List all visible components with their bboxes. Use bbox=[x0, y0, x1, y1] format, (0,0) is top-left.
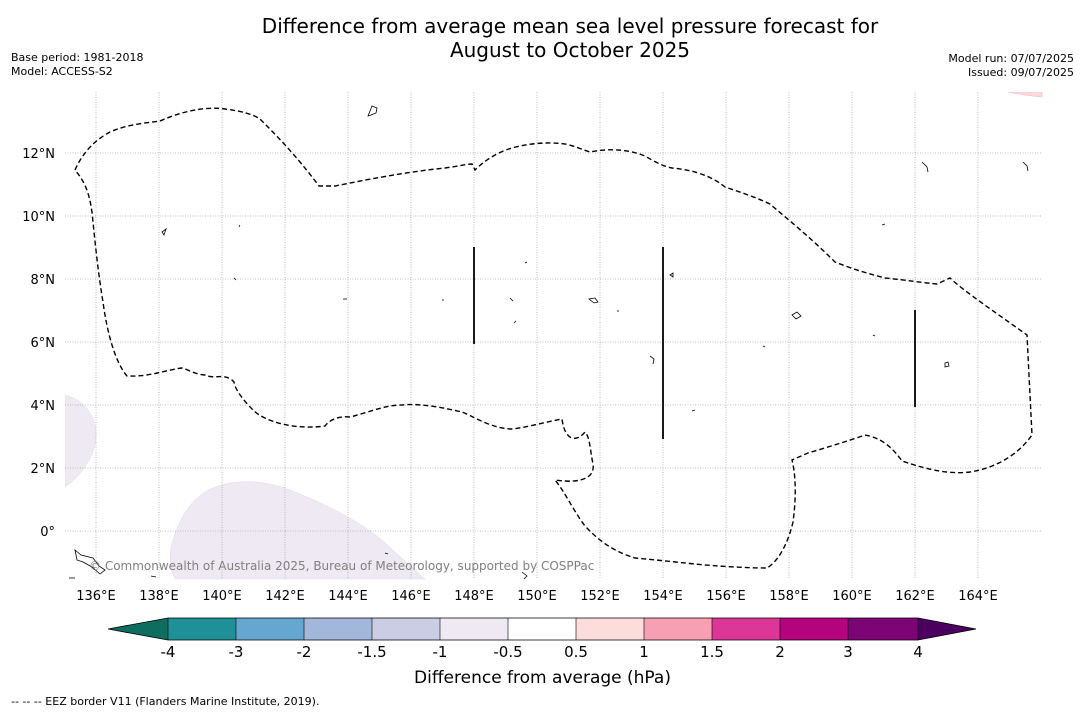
lat-label-10n: 10°N bbox=[22, 210, 55, 225]
map-panel: © Commonwealth of Australia 2025, Bureau… bbox=[65, 92, 1043, 580]
colorbar-label: 3 bbox=[843, 643, 853, 661]
colorbar-label: -1 bbox=[432, 643, 448, 661]
colorbar-bin bbox=[780, 618, 848, 640]
colorbar-label: -0.5 bbox=[493, 643, 523, 661]
meta-left: Base period: 1981-2018 Model: ACCESS-S2 bbox=[11, 51, 143, 79]
colorbar-bin bbox=[848, 618, 918, 640]
colorbar-bin bbox=[304, 618, 372, 640]
lon-tick-150e: 150°E bbox=[517, 589, 557, 604]
anomaly-region-west-edge bbox=[65, 394, 97, 488]
colorbar-label: -2 bbox=[296, 643, 312, 661]
lon-tick-140e: 140°E bbox=[202, 589, 242, 604]
title-line-1: Difference from average mean sea level p… bbox=[261, 14, 879, 38]
colorbar-label: 0.5 bbox=[564, 643, 588, 661]
eez-segment-lines bbox=[473, 247, 916, 439]
colorbar-dividers bbox=[167, 618, 919, 640]
model-name: Model: ACCESS-S2 bbox=[11, 65, 113, 78]
colorbar-bin bbox=[168, 618, 236, 640]
footnote-eez: -- -- -- EEZ border V11 (Flanders Marine… bbox=[11, 695, 320, 708]
colorbar-bin bbox=[372, 618, 440, 640]
colorbar-label: 1 bbox=[639, 643, 649, 661]
colorbar-extend-high bbox=[918, 618, 976, 640]
colorbar-label: -1.5 bbox=[357, 643, 387, 661]
map-title: Difference from average mean sea level p… bbox=[0, 14, 1085, 62]
lat-label-2n: 2°N bbox=[31, 462, 56, 477]
colorbar-bin bbox=[576, 618, 644, 640]
coastlines bbox=[69, 105, 1029, 580]
colorbar-label: 2 bbox=[775, 643, 785, 661]
lon-tick-158e: 158°E bbox=[769, 589, 809, 604]
colorbar-label: -4 bbox=[160, 643, 176, 661]
title-line-2: August to October 2025 bbox=[449, 38, 691, 62]
lon-tick-152e: 152°E bbox=[580, 589, 620, 604]
colorbar-bin bbox=[712, 618, 780, 640]
lon-tick-154e: 154°E bbox=[643, 589, 683, 604]
anomaly-region-northeast bbox=[1007, 92, 1043, 98]
anomaly-region-southwest bbox=[170, 481, 426, 580]
lat-label-8n: 8°N bbox=[31, 273, 56, 288]
colorbar-bin bbox=[440, 618, 508, 640]
lon-tick-136e: 136°E bbox=[76, 589, 116, 604]
eez-border bbox=[74, 107, 1033, 569]
colorbar-label: -3 bbox=[228, 643, 244, 661]
map-plot-area: © Commonwealth of Australia 2025, Bureau… bbox=[65, 92, 1043, 580]
colorbar-label: 4 bbox=[913, 643, 923, 661]
lon-tick-148e: 148°E bbox=[454, 589, 494, 604]
lat-label-4n: 4°N bbox=[31, 399, 56, 414]
colorbar-bin bbox=[644, 618, 712, 640]
colorbar-extend-low bbox=[108, 618, 168, 640]
model-run: Model run: 07/07/2025 bbox=[948, 52, 1074, 65]
issued-date: Issued: 09/07/2025 bbox=[967, 66, 1074, 79]
colorbar-bin bbox=[508, 618, 576, 640]
lon-tick-138e: 138°E bbox=[139, 589, 179, 604]
colorbar-bin bbox=[236, 618, 304, 640]
colorbar-label: 1.5 bbox=[700, 643, 724, 661]
lat-label-12n: 12°N bbox=[22, 147, 55, 162]
colorbar bbox=[108, 617, 977, 641]
lon-tick-142e: 142°E bbox=[265, 589, 305, 604]
meta-right: Model run: 07/07/2025 Issued: 09/07/2025 bbox=[948, 52, 1074, 80]
lon-tick-156e: 156°E bbox=[706, 589, 746, 604]
latitude-labels: 12°N 10°N 8°N 6°N 4°N 2°N 0° bbox=[22, 147, 56, 540]
copyright-notice: © Commonwealth of Australia 2025, Bureau… bbox=[89, 559, 594, 573]
lon-tick-162e: 162°E bbox=[895, 589, 935, 604]
lat-label-6n: 6°N bbox=[31, 336, 56, 351]
colorbar-title: Difference from average (hPa) bbox=[414, 668, 671, 688]
longitude-axis: 136°E 138°E 140°E 142°E 144°E 146°E 148°… bbox=[76, 589, 998, 604]
lon-tick-144e: 144°E bbox=[328, 589, 368, 604]
lat-label-0: 0° bbox=[40, 525, 55, 540]
lon-tick-164e: 164°E bbox=[958, 589, 998, 604]
lon-tick-146e: 146°E bbox=[391, 589, 431, 604]
lon-tick-160e: 160°E bbox=[832, 589, 872, 604]
base-period: Base period: 1981-2018 bbox=[11, 51, 144, 64]
